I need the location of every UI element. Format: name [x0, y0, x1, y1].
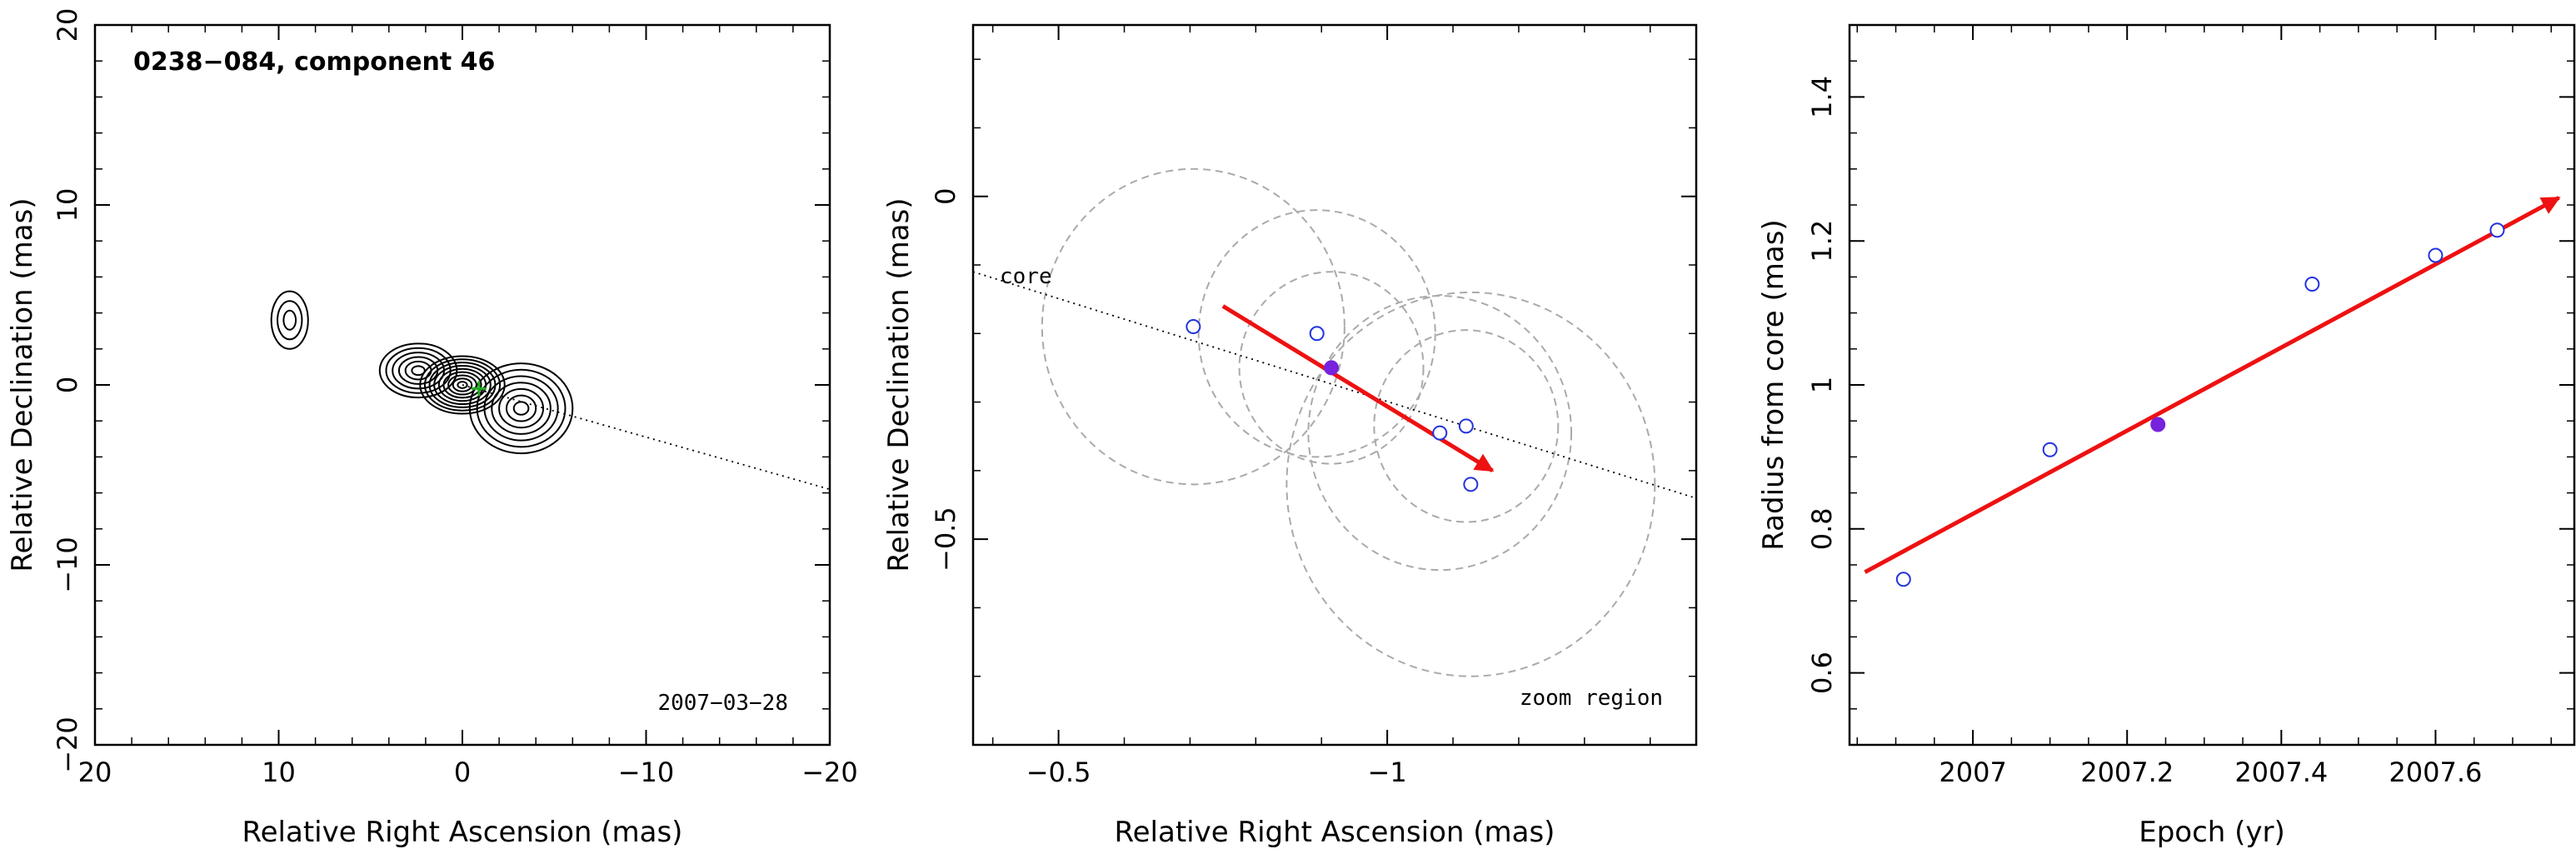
- p2-xlabel: Relative Right Ascension (mas): [1115, 816, 1555, 849]
- p1-ytick-label: 0: [52, 377, 83, 393]
- p1-contour-east-bridge: [411, 365, 426, 377]
- p1-contour-east-bridge: [397, 356, 439, 385]
- p1-contour-core: [423, 358, 502, 412]
- p2-beam-circle: [1373, 329, 1560, 523]
- p3-ytick-label: 0.8: [1806, 507, 1838, 550]
- p3-point: [2428, 247, 2444, 263]
- p1-contour-east-bridge: [404, 360, 432, 381]
- p1-jet-direction-line: [462, 384, 830, 491]
- p3-ytick-label: 1.4: [1806, 76, 1838, 118]
- p2-beam-circle: [1307, 295, 1573, 572]
- p1-contour-west-knot: [498, 387, 545, 429]
- p3-fit-line: [1864, 196, 2561, 574]
- p3-plot-area: [1864, 196, 2561, 587]
- p2-ylabel: Relative Declination (mas): [882, 197, 916, 572]
- p2-beam-circle: [1238, 271, 1425, 465]
- p2-zoom-label: zoom region: [1520, 686, 1663, 711]
- p2-point: [1309, 326, 1325, 342]
- p3-ytick-label: 1: [1806, 377, 1838, 393]
- p2-point: [1458, 418, 1474, 434]
- p2-xtick-label: −1: [1368, 757, 1407, 788]
- p1-ytick-label: −10: [52, 537, 83, 593]
- p2-point: [1432, 425, 1448, 441]
- p3-xtick-label: 2007.2: [2080, 757, 2174, 788]
- p3-point-current: [2150, 417, 2166, 432]
- p3-ylabel: Radius from core (mas): [1757, 219, 1790, 550]
- p1-ylabel: Relative Declination (mas): [6, 197, 39, 572]
- p1-contour-west-knot: [491, 382, 552, 435]
- p2-core-label: core: [1000, 264, 1052, 289]
- p2-core-arrowhead: [1700, 493, 1721, 501]
- p2-ytick-label: 0: [930, 188, 961, 205]
- p3-xtick-label: 2007.4: [2234, 757, 2328, 788]
- p1-contour-core: [457, 381, 468, 389]
- p1-contour-east-knot: [282, 309, 297, 331]
- p3-xlabel: Epoch (yr): [2139, 816, 2285, 849]
- p2-frame: [971, 23, 1698, 747]
- p3-xtick-label: 2007.6: [2389, 757, 2482, 788]
- p1-contour-west-knot: [468, 362, 574, 455]
- p2-core-direction-line: [973, 271, 1696, 499]
- p1-contour-core: [452, 377, 473, 392]
- p3-ticks: 2007 2007.2 2007.4 2007.6 0.6 0.8 1 1.2 1.4: [1806, 24, 2574, 788]
- p1-contour-west-knot: [483, 375, 559, 442]
- p2-xtick-label: −0.5: [1026, 757, 1091, 788]
- p3-xtick-label: 2007: [1939, 757, 2006, 788]
- p1-xtick-label: −10: [618, 757, 675, 788]
- p1-contour-west-knot: [505, 394, 537, 422]
- p3-point: [2304, 277, 2320, 292]
- p1-title: 0238−084, component 46: [133, 47, 495, 77]
- p3-ytick-label: 1.2: [1806, 220, 1838, 262]
- p1-xtick-label: −20: [801, 757, 858, 788]
- p1-contour-core: [419, 355, 506, 415]
- p1-xtick-label: 10: [262, 757, 296, 788]
- p2-beam-circle: [1197, 209, 1436, 458]
- p2-ticks: −0.5 −1 0 −0.5: [930, 25, 1696, 788]
- panel-contour-map: 20 10 0 −10 −20 −20 −10 0 10 20 0238−084, compone…: [6, 8, 858, 849]
- p1-contour-east-bridge: [378, 342, 458, 399]
- p1-contour-east-knot: [270, 290, 309, 350]
- p2-beam-circle: [1286, 291, 1656, 677]
- p2-ytick-label: −0.5: [930, 507, 961, 572]
- p2-point: [1463, 477, 1479, 492]
- p1-ticks: 20 10 0 −10 −20 −20 −10 0 10 20: [52, 8, 858, 788]
- p1-xtick-label: 0: [454, 757, 471, 788]
- p3-point: [2042, 442, 2058, 457]
- p1-contour-east-bridge: [392, 352, 445, 390]
- p3-ytick-label: 0.6: [1806, 652, 1838, 694]
- p1-ytick-label: −20: [52, 717, 83, 773]
- p1-contours: [270, 290, 830, 491]
- p2-point-current: [1324, 360, 1340, 376]
- panel-zoom-positions: −0.5 −1 0 −0.5 zoom region core Relative Ri…: [882, 23, 1721, 849]
- p1-date-label: 2007−03−28: [657, 691, 788, 716]
- p2-point: [1186, 319, 1201, 335]
- p1-contour-west-knot: [512, 401, 530, 416]
- p3-point: [2489, 222, 2505, 238]
- p2-motion-vector: [1221, 304, 1495, 472]
- p1-xtick-label: 20: [78, 757, 112, 788]
- p1-contour-east-knot: [277, 300, 303, 341]
- p1-xlabel: Relative Right Ascension (mas): [242, 816, 683, 849]
- p3-point: [1895, 572, 1911, 587]
- p1-ytick-label: 20: [52, 8, 83, 42]
- p1-contour-east-bridge: [385, 347, 452, 394]
- panel-radius-vs-epoch: 2007 2007.2 2007.4 2007.6 0.6 0.8 1 1.2 1.4 Epoc…: [1757, 23, 2576, 849]
- p2-beam-circle: [1041, 167, 1345, 486]
- p2-plot-area: [973, 167, 1721, 677]
- p1-contour-west-knot: [476, 368, 567, 448]
- p1-ytick-label: 10: [52, 188, 83, 222]
